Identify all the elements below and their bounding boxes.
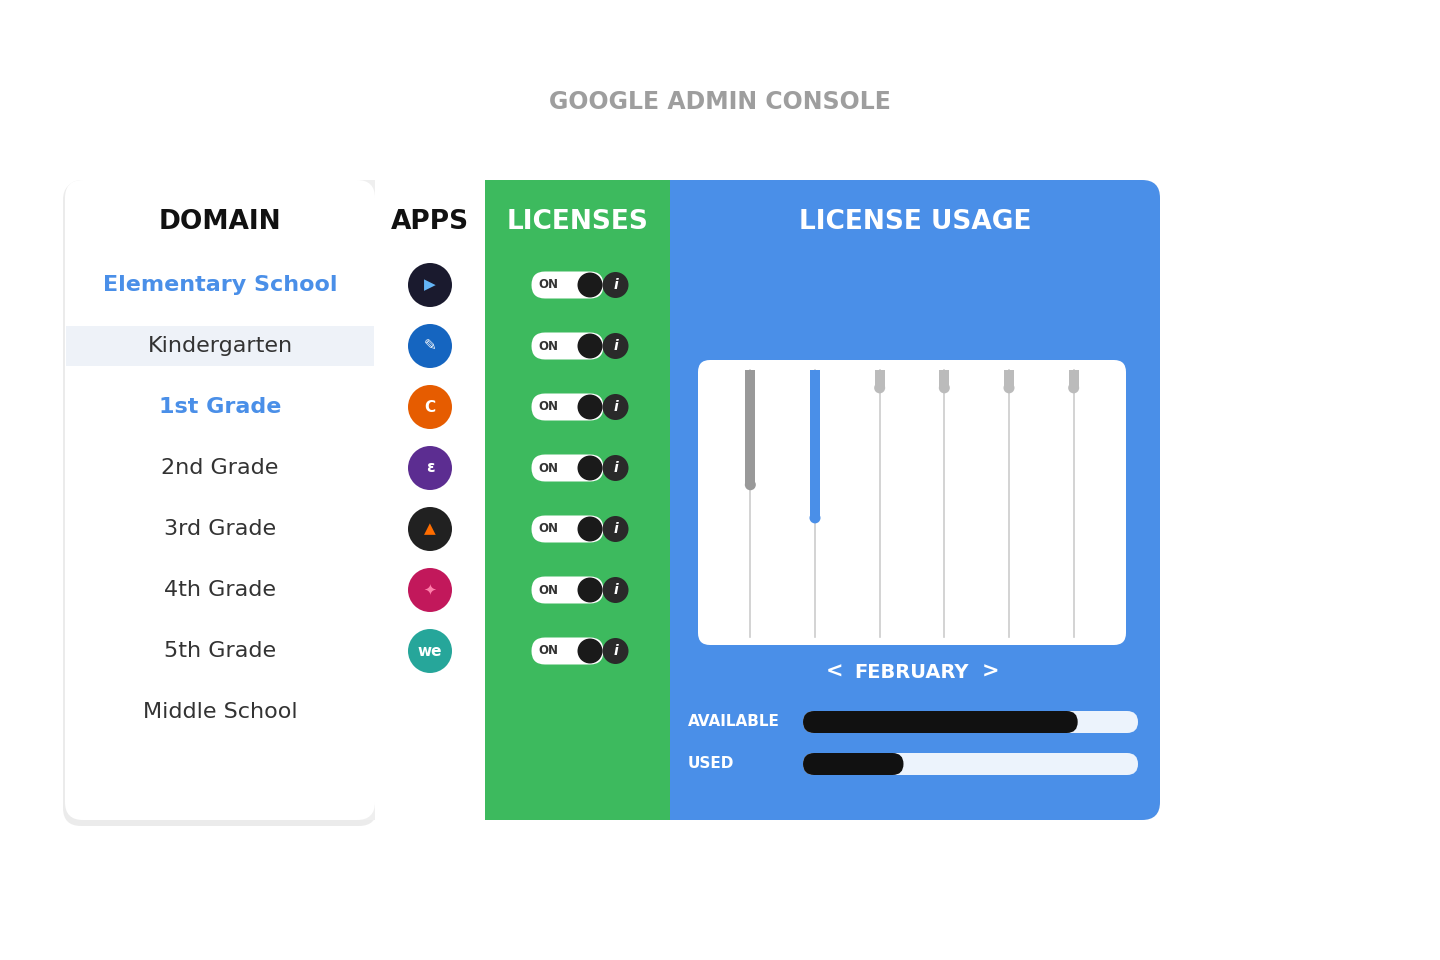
FancyBboxPatch shape [531, 394, 603, 420]
Bar [1004, 370, 1014, 388]
Circle shape [577, 455, 602, 481]
Text: ON: ON [539, 400, 559, 414]
Text: ON: ON [539, 584, 559, 596]
Bar [66, 326, 374, 366]
Circle shape [939, 382, 950, 394]
FancyBboxPatch shape [698, 360, 1126, 645]
Circle shape [602, 516, 628, 542]
FancyBboxPatch shape [804, 753, 903, 775]
Text: ✦: ✦ [423, 583, 436, 597]
Text: APPS: APPS [390, 209, 469, 235]
Text: Elementary School: Elementary School [102, 275, 337, 295]
Text: ✎: ✎ [423, 339, 436, 353]
Text: 1st Grade: 1st Grade [158, 397, 281, 417]
FancyBboxPatch shape [804, 711, 1077, 733]
Text: ON: ON [539, 278, 559, 292]
Circle shape [408, 446, 452, 490]
Bar [652, 180, 670, 820]
Circle shape [408, 263, 452, 307]
Circle shape [408, 324, 452, 368]
Text: DOMAIN: DOMAIN [158, 209, 281, 235]
Circle shape [577, 395, 602, 420]
Circle shape [602, 638, 628, 664]
Text: 2nd Grade: 2nd Grade [161, 458, 279, 478]
FancyBboxPatch shape [652, 180, 1161, 820]
Text: FEBRUARY: FEBRUARY [855, 662, 969, 682]
Text: i: i [613, 339, 618, 353]
Text: ON: ON [539, 462, 559, 474]
FancyBboxPatch shape [65, 180, 1161, 820]
Circle shape [577, 273, 602, 298]
Text: 5th Grade: 5th Grade [164, 641, 276, 661]
Bar [939, 370, 949, 388]
Bar [485, 180, 670, 820]
Text: LICENSES: LICENSES [507, 209, 648, 235]
Circle shape [577, 578, 602, 603]
Text: we: we [418, 643, 442, 659]
Text: i: i [613, 400, 618, 414]
Circle shape [874, 382, 886, 394]
Bar [746, 370, 756, 485]
FancyBboxPatch shape [531, 332, 603, 359]
Bar [874, 370, 884, 388]
Text: ▶: ▶ [425, 277, 436, 293]
Text: Middle School: Middle School [143, 702, 297, 722]
Text: ε: ε [426, 461, 435, 475]
Bar [374, 180, 485, 820]
Text: i: i [613, 583, 618, 597]
Text: ▲: ▲ [425, 521, 436, 537]
FancyBboxPatch shape [531, 516, 603, 542]
FancyBboxPatch shape [531, 272, 603, 299]
Text: AVAILABLE: AVAILABLE [688, 714, 780, 730]
Bar [809, 370, 819, 517]
FancyBboxPatch shape [804, 711, 1138, 733]
Text: 4th Grade: 4th Grade [164, 580, 276, 600]
Circle shape [408, 507, 452, 551]
Circle shape [602, 394, 628, 420]
FancyBboxPatch shape [65, 180, 374, 820]
Text: ON: ON [539, 340, 559, 352]
Text: >: > [981, 662, 999, 682]
Text: USED: USED [688, 756, 734, 772]
FancyBboxPatch shape [63, 182, 377, 826]
Circle shape [408, 385, 452, 429]
Circle shape [1004, 382, 1015, 394]
Circle shape [602, 333, 628, 359]
Circle shape [408, 629, 452, 673]
Circle shape [577, 516, 602, 541]
Circle shape [602, 577, 628, 603]
Text: <: < [825, 662, 842, 682]
FancyBboxPatch shape [531, 454, 603, 482]
Circle shape [809, 513, 821, 523]
Text: i: i [613, 278, 618, 292]
Text: i: i [613, 461, 618, 475]
Text: ON: ON [539, 644, 559, 658]
Text: ON: ON [539, 522, 559, 536]
Text: 3rd Grade: 3rd Grade [164, 519, 276, 539]
Circle shape [744, 479, 756, 491]
FancyBboxPatch shape [531, 577, 603, 604]
Text: Kindergarten: Kindergarten [147, 336, 292, 356]
Circle shape [577, 638, 602, 663]
Circle shape [577, 333, 602, 358]
FancyBboxPatch shape [804, 753, 1138, 775]
Circle shape [602, 455, 628, 481]
FancyBboxPatch shape [531, 637, 603, 664]
Circle shape [1068, 382, 1079, 394]
Text: LICENSE USAGE: LICENSE USAGE [799, 209, 1031, 235]
Bar [1068, 370, 1079, 388]
Text: GOOGLE ADMIN CONSOLE: GOOGLE ADMIN CONSOLE [549, 90, 891, 114]
Text: i: i [613, 522, 618, 536]
Text: C: C [425, 399, 435, 415]
Circle shape [602, 272, 628, 298]
Circle shape [408, 568, 452, 612]
Text: i: i [613, 644, 618, 658]
